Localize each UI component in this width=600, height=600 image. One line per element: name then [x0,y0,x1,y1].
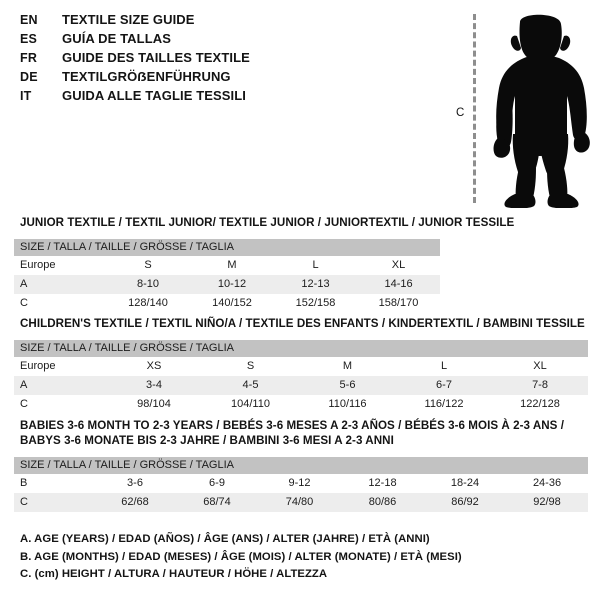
table-cell: 62/68 [94,493,176,512]
language-title-list: EN TEXTILE SIZE GUIDE ES GUÍA DE TALLAS … [20,12,440,107]
legend-line-a: A. AGE (YEARS) / EDAD (AÑOS) / ÂGE (ANS)… [20,533,430,545]
size-bar-label: SIZE / TALLA / TAILLE / GRÖSSE / TAGLIA [14,457,589,474]
table-cell: M [190,256,274,275]
table-cell: L [396,357,492,376]
toddler-silhouette-icon [493,14,590,208]
table-cell: 98/104 [106,395,202,414]
table-row: A 8-10 10-12 12-13 14-16 [14,275,441,294]
height-label-c: C [456,107,465,119]
table-cell: 86/92 [424,493,506,512]
table-cell: L [274,256,357,275]
language-code: DE [20,70,38,84]
language-title: GUIDE DES TAILLES TEXTILE [62,50,250,65]
table-cell: 12-13 [274,275,357,294]
table-cell: XL [492,357,589,376]
table-cell: 110/116 [299,395,396,414]
row-label: Europe [14,256,106,275]
language-row: ES GUÍA DE TALLAS [20,31,440,50]
table-cell: 68/74 [176,493,258,512]
table-row: Europe XS S M L XL [14,357,589,376]
section-title-children: CHILDREN'S TEXTILE / TEXTIL NIÑO/A / TEX… [20,317,585,330]
table-cell: 128/140 [106,294,190,313]
table-header-bar: SIZE / TALLA / TAILLE / GRÖSSE / TAGLIA [14,239,441,256]
language-title: GUÍA DE TALLAS [62,31,172,46]
table-cell: 10-12 [190,275,274,294]
size-bar-label: SIZE / TALLA / TAILLE / GRÖSSE / TAGLIA [14,239,441,256]
table-cell: M [299,357,396,376]
legend-line-b: B. AGE (MONTHS) / EDAD (MESES) / ÂGE (MO… [20,550,462,563]
table-cell: 6-7 [396,376,492,395]
section-junior: JUNIOR TEXTILE / TEXTIL JUNIOR/ TEXTILE … [14,215,514,313]
table-cell: S [202,357,299,376]
table-children: SIZE / TALLA / TAILLE / GRÖSSE / TAGLIA … [14,340,589,414]
table-cell: XS [106,357,202,376]
table-cell: S [106,256,190,275]
language-code: IT [20,89,32,103]
language-row: FR GUIDE DES TAILLES TEXTILE [20,50,440,69]
table-row: C 98/104 104/110 110/116 116/122 122/128 [14,395,589,414]
row-label: C [14,493,94,512]
table-cell: 3-6 [94,474,176,493]
table-cell: 140/152 [190,294,274,313]
row-label: Europe [14,357,106,376]
table-row: C 128/140 140/152 152/158 158/170 [14,294,441,313]
table-junior: SIZE / TALLA / TAILLE / GRÖSSE / TAGLIA … [14,239,441,313]
language-row: IT GUIDA ALLE TAGLIE TESSILI [20,88,440,107]
language-code: ES [20,32,38,46]
table-header-bar: SIZE / TALLA / TAILLE / GRÖSSE / TAGLIA [14,457,589,474]
table-row: B 3-6 6-9 9-12 12-18 18-24 24-36 [14,474,589,493]
language-title: TEXTILGRÖẞENFÜHRUNG [62,69,231,84]
legend-block: A. AGE (YEARS) / EDAD (AÑOS) / ÂGE (ANS)… [20,531,580,584]
table-cell: 3-4 [106,376,202,395]
section-title-junior: JUNIOR TEXTILE / TEXTIL JUNIOR/ TEXTILE … [20,216,515,229]
table-babies: SIZE / TALLA / TAILLE / GRÖSSE / TAGLIA … [14,457,589,512]
table-cell: 5-6 [299,376,396,395]
height-reference-figure: C [440,0,600,210]
language-title: GUIDA ALLE TAGLIE TESSILI [62,88,247,103]
table-cell: 92/98 [506,493,589,512]
table-cell: 80/86 [341,493,424,512]
table-cell: 122/128 [492,395,589,414]
size-bar-label: SIZE / TALLA / TAILLE / GRÖSSE / TAGLIA [14,340,589,357]
table-cell: 104/110 [202,395,299,414]
table-cell: 74/80 [258,493,341,512]
table-cell: 7-8 [492,376,589,395]
table-cell: 14-16 [357,275,441,294]
table-cell: 116/122 [396,395,492,414]
row-label: A [14,376,106,395]
section-babies: BABIES 3-6 MONTH TO 2-3 YEARS / BEBÉS 3-… [14,418,589,512]
table-cell: 8-10 [106,275,190,294]
table-cell: XL [357,256,441,275]
table-row: C 62/68 68/74 74/80 80/86 86/92 92/98 [14,493,589,512]
table-cell: 4-5 [202,376,299,395]
row-label: C [14,395,106,414]
row-label: B [14,474,94,493]
table-row: A 3-4 4-5 5-6 6-7 7-8 [14,376,589,395]
language-code: FR [20,51,38,65]
table-row: Europe S M L XL [14,256,441,275]
section-title-babies-line2: BABYS 3-6 MONATE BIS 2-3 JAHRE / BAMBINI… [20,434,394,447]
table-cell: 152/158 [274,294,357,313]
table-cell: 158/170 [357,294,441,313]
table-header-bar: SIZE / TALLA / TAILLE / GRÖSSE / TAGLIA [14,340,589,357]
row-label: C [14,294,106,313]
language-row: EN TEXTILE SIZE GUIDE [20,12,440,31]
section-children: CHILDREN'S TEXTILE / TEXTIL NIÑO/A / TEX… [14,316,589,414]
language-title: TEXTILE SIZE GUIDE [62,12,195,27]
language-row: DE TEXTILGRÖẞENFÜHRUNG [20,69,440,88]
table-cell: 6-9 [176,474,258,493]
table-cell: 9-12 [258,474,341,493]
table-cell: 12-18 [341,474,424,493]
legend-line-c: C. (cm) HEIGHT / ALTURA / HAUTEUR / HÖHE… [20,568,328,580]
table-cell: 24-36 [506,474,589,493]
section-title-babies-line1: BABIES 3-6 MONTH TO 2-3 YEARS / BEBÉS 3-… [20,419,565,432]
table-cell: 18-24 [424,474,506,493]
height-dashed-line [473,14,476,203]
language-code: EN [20,13,38,27]
row-label: A [14,275,106,294]
